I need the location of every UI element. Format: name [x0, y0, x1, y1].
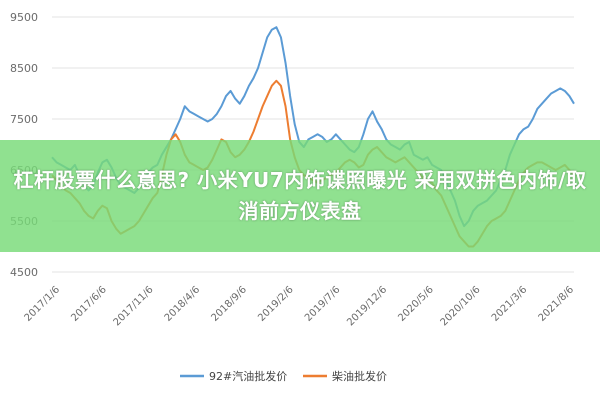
- legend: 92#汽油批发价 柴油批发价: [180, 369, 387, 383]
- y-tick-label: 8500: [10, 62, 38, 75]
- x-tick-label: 2017/11/6: [112, 284, 156, 328]
- x-tick-label: 2019/7/6: [303, 284, 343, 324]
- x-tick-label: 2020/5/6: [396, 284, 436, 324]
- x-tick-label: 2020/10/6: [439, 284, 483, 328]
- x-axis-ticks: 2017/1/6 2017/6/6 2017/11/6 2018/4/6 2018/9/…: [23, 284, 577, 328]
- x-tick-label: 2021/3/6: [490, 284, 530, 324]
- x-tick-label: 2019/2/6: [256, 284, 296, 324]
- y-tick-label: 4500: [10, 266, 38, 279]
- y-tick-label: 9500: [10, 11, 38, 24]
- x-tick-label: 2017/1/6: [23, 284, 63, 324]
- legend-label-diesel: 柴油批发价: [332, 369, 387, 383]
- legend-label-gasoline: 92#汽油批发价: [209, 369, 287, 383]
- x-tick-label: 2018/4/6: [163, 284, 203, 324]
- headline-banner[interactable]: 杠杆股票什么意思? 小米YU7内饰谍照曝光 采用双拼色内饰/取消前方仪表盘: [0, 140, 600, 252]
- x-tick-label: 2018/9/6: [209, 284, 249, 324]
- x-tick-label: 2017/6/6: [69, 284, 109, 324]
- y-tick-label: 7500: [10, 113, 38, 126]
- x-tick-label: 2019/12/6: [345, 284, 389, 328]
- headline-title[interactable]: 杠杆股票什么意思? 小米YU7内饰谍照曝光 采用双拼色内饰/取消前方仪表盘: [13, 168, 587, 223]
- x-tick-label: 2021/8/6: [537, 284, 577, 324]
